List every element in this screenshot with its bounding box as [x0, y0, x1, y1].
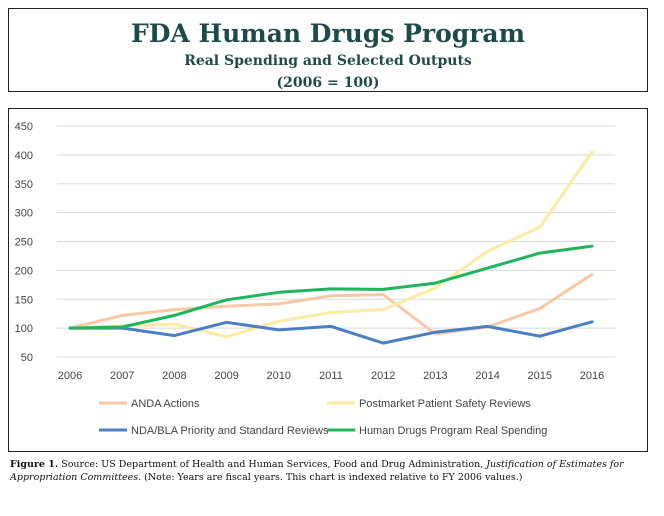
series-line-0 — [68, 272, 594, 336]
x-tick-2013: 2013 — [423, 370, 447, 382]
caption-italic: Justification of Estimates for Appropria… — [10, 459, 624, 483]
y-tick-450: 450 — [15, 121, 33, 133]
y-tick-250: 250 — [15, 237, 33, 249]
legend: ANDA Actions Postmarket Patient Safety Re… — [99, 398, 547, 437]
x-tick-2012: 2012 — [371, 370, 395, 382]
chart-subtitle-index: (2006 = 100) — [276, 75, 380, 91]
chart-title: FDA Human Drugs Program — [130, 19, 526, 48]
x-tick-2007: 2007 — [110, 370, 134, 382]
y-tick-100: 100 — [15, 323, 33, 335]
x-tick-labels: 2006 2007 2008 2009 2010 2011 2012 2013 2014 2015… — [58, 370, 604, 382]
x-tick-2011: 2011 — [319, 370, 343, 382]
y-tick-150: 150 — [15, 294, 33, 306]
series-line-1 — [68, 150, 594, 339]
grid-lines — [57, 125, 615, 358]
x-tick-2009: 2009 — [214, 370, 238, 382]
y-tick-50: 50 — [21, 352, 33, 364]
title-box: FDA Human Drugs Program Real Spending an… — [8, 8, 648, 92]
series-lines — [68, 150, 594, 345]
legend-label-1: Postmarket Patient Safety Reviews — [359, 398, 531, 410]
legend-label-0: ANDA Actions — [131, 398, 200, 410]
x-tick-2016: 2016 — [580, 370, 604, 382]
y-tick-labels: 50 100 150 200 250 300 350 400 450 — [15, 121, 33, 364]
legend-label-3: Human Drugs Program Real Spending — [359, 425, 547, 437]
x-tick-2006: 2006 — [58, 370, 82, 382]
series-line-3 — [68, 244, 594, 330]
y-tick-400: 400 — [15, 150, 33, 162]
y-tick-200: 200 — [15, 265, 33, 277]
x-tick-2008: 2008 — [162, 370, 186, 382]
x-tick-2010: 2010 — [267, 370, 291, 382]
caption-source: Source: US Department of Health and Huma… — [58, 459, 487, 470]
x-tick-2014: 2014 — [475, 370, 499, 382]
chart-box: 50 100 150 200 250 300 350 400 450 2006 2007 2008 2… — [8, 108, 648, 452]
chart-subtitle: Real Spending and Selected Outputs — [184, 53, 472, 69]
x-tick-2015: 2015 — [528, 370, 552, 382]
caption-note: (Note: Years are fiscal years. This char… — [141, 472, 523, 483]
figure-caption: Figure 1. Source: US Department of Healt… — [10, 458, 650, 484]
y-tick-350: 350 — [15, 179, 33, 191]
series-line-2 — [68, 320, 594, 345]
y-tick-300: 300 — [15, 208, 33, 220]
caption-label: Figure 1. — [10, 459, 59, 470]
legend-label-2: NDA/BLA Priority and Standard Reviews — [131, 425, 329, 437]
